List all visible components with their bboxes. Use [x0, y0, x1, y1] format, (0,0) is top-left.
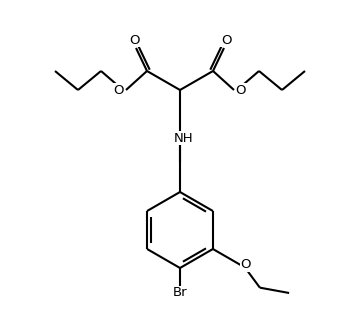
- Text: O: O: [221, 34, 231, 47]
- Text: O: O: [129, 34, 139, 47]
- Text: Br: Br: [173, 286, 187, 300]
- Text: O: O: [240, 258, 251, 272]
- Text: O: O: [236, 83, 246, 96]
- Text: O: O: [114, 83, 124, 96]
- Text: NH: NH: [174, 131, 194, 145]
